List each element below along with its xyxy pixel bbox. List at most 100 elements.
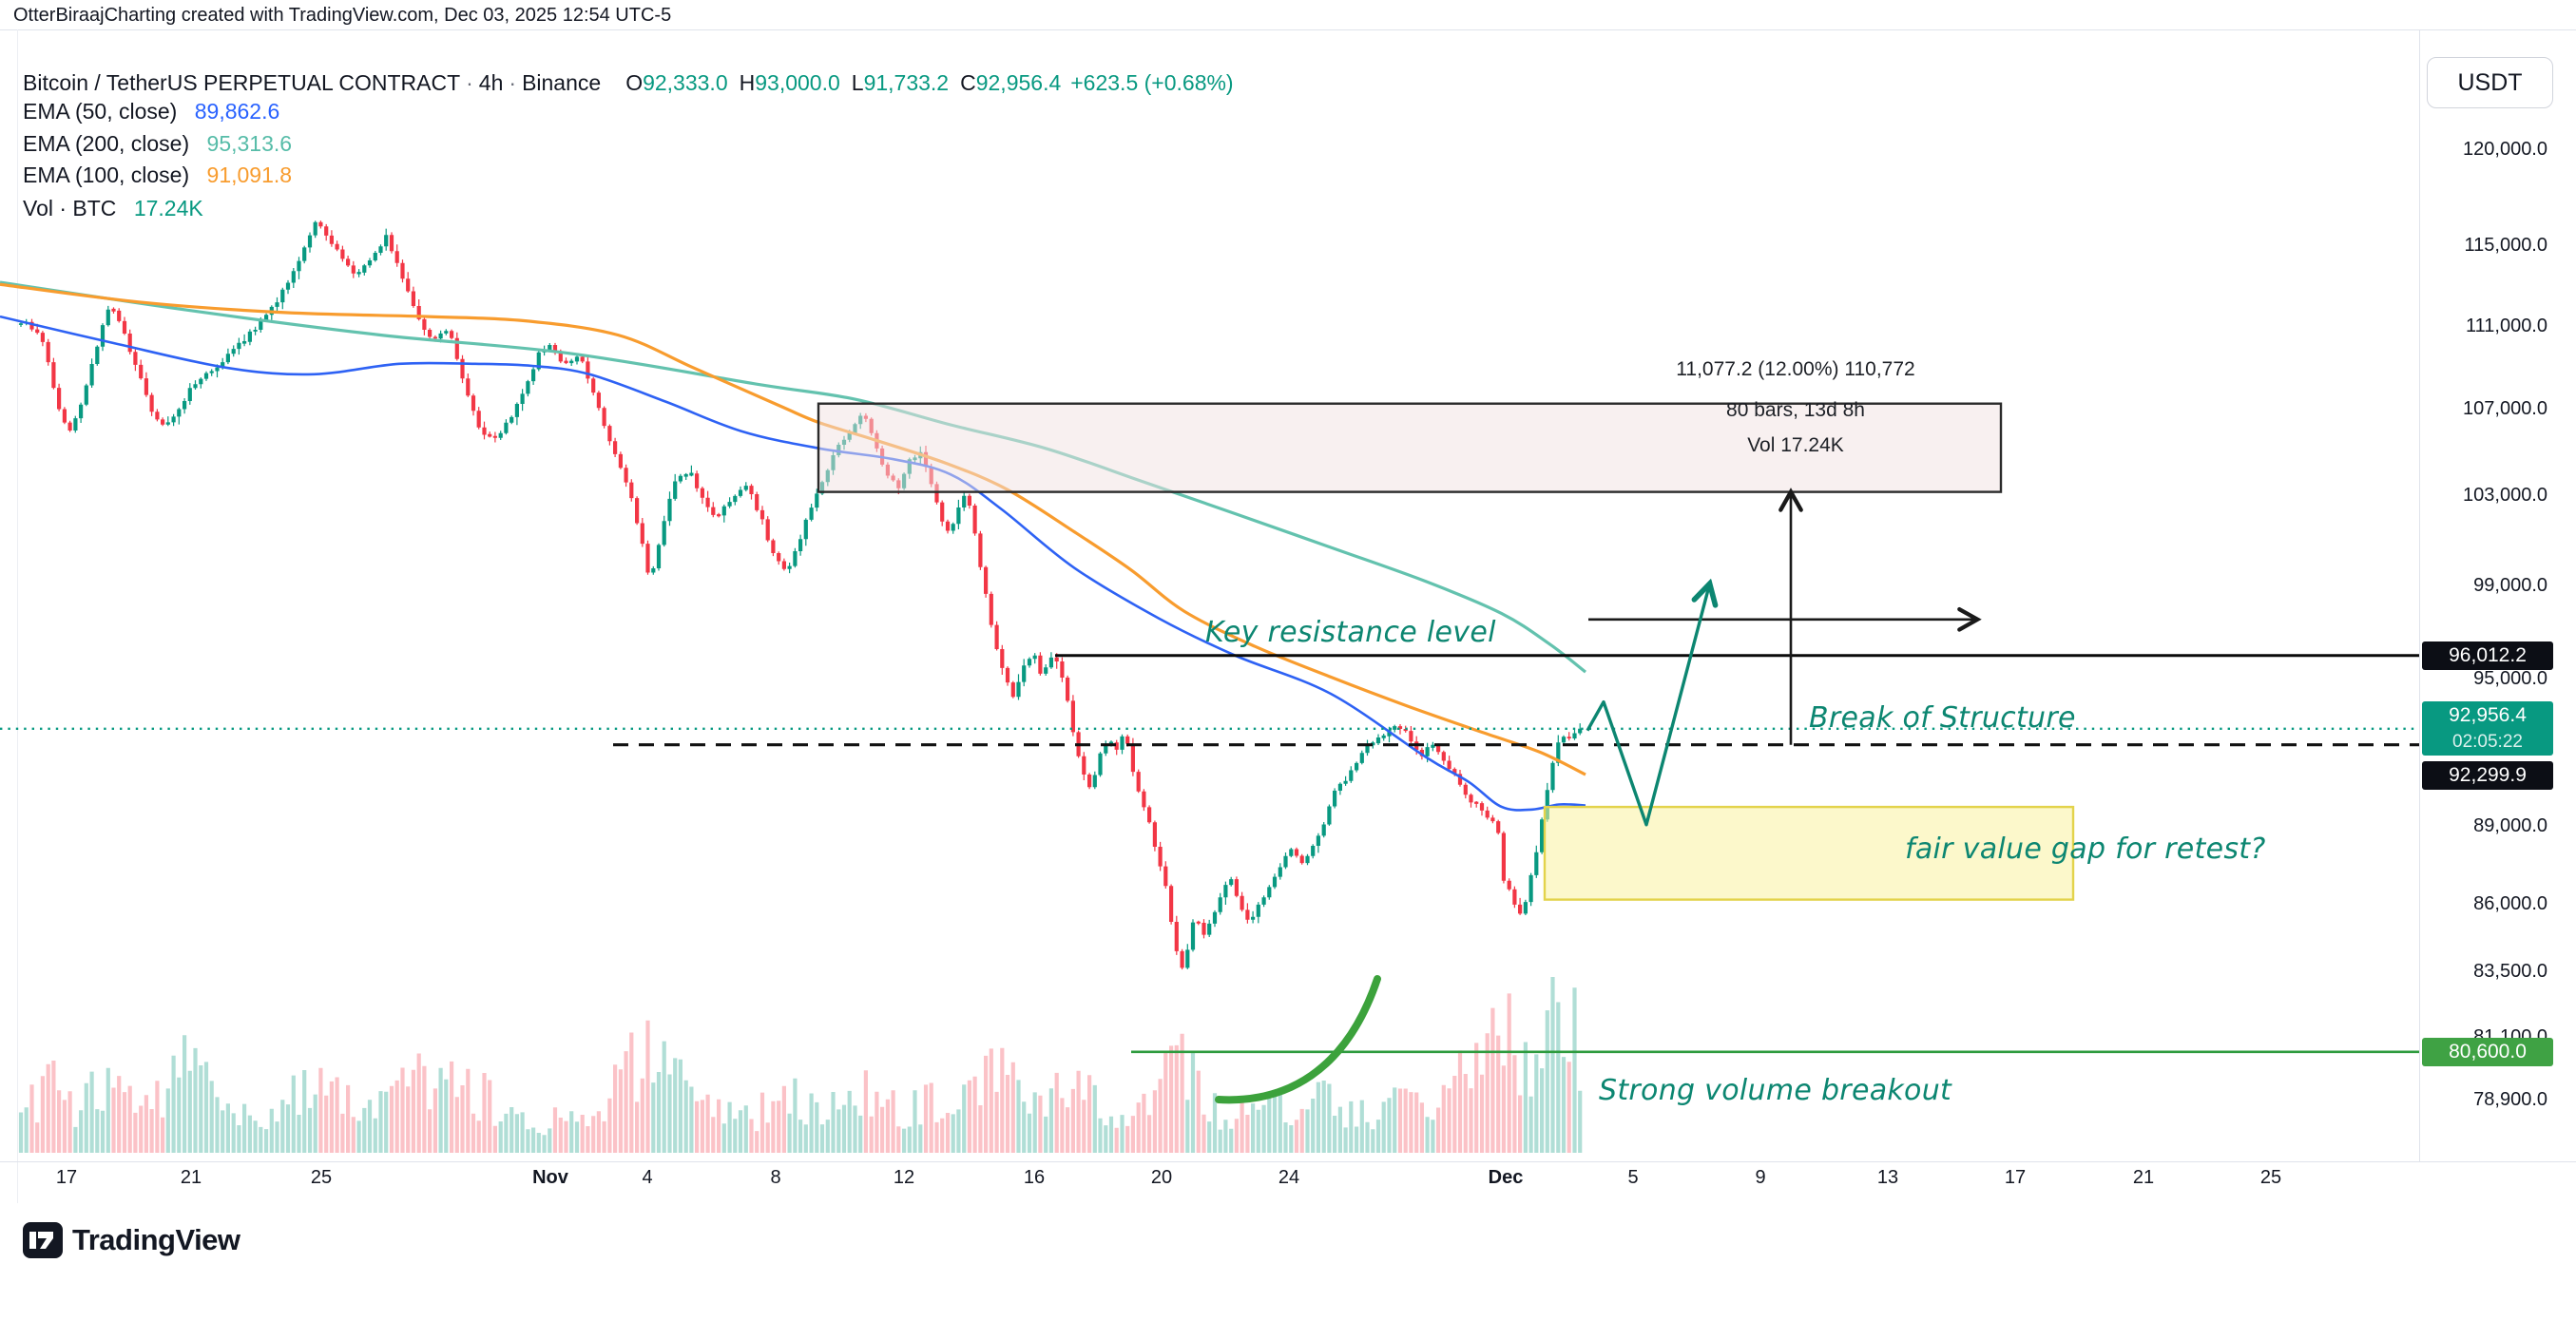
close-value: 92,956.4 bbox=[975, 70, 1062, 95]
close-letter: C bbox=[960, 70, 976, 95]
time-tick-25-2389[interactable]: 25 bbox=[2259, 1167, 2282, 1188]
symbol-title-row[interactable]: Bitcoin / TetherUS PERPETUAL CONTRACT · 4h… bbox=[23, 70, 1234, 96]
price-label-value: 92,299.9 bbox=[2449, 764, 2527, 786]
legend-ema50-row[interactable]: EMA (50, close) 89,862.6 bbox=[23, 99, 279, 124]
drawing-boxes[interactable] bbox=[817, 402, 2075, 901]
volume-value: 17.24K bbox=[133, 196, 203, 220]
time-tick-20-1222[interactable]: 20 bbox=[1150, 1167, 1173, 1188]
price-tick-99000[interactable]: 99,000.0 bbox=[2473, 574, 2547, 596]
tradingview-logo[interactable]: TradingView bbox=[23, 1222, 240, 1258]
annotation-strong-volume: Strong volume breakout bbox=[1599, 1074, 1952, 1107]
price-label-value: 80,600.0 bbox=[2449, 1040, 2527, 1063]
retest-zigzag-arrow[interactable] bbox=[1586, 586, 1709, 827]
drawing-arrows[interactable] bbox=[1215, 488, 1982, 1104]
legend-ema200-row[interactable]: EMA (200, close) 95,313.6 bbox=[23, 131, 292, 157]
tradingview-logo-icon bbox=[23, 1222, 63, 1258]
price-tick-95000[interactable]: 95,000.0 bbox=[2473, 667, 2547, 689]
price-label-value: 96,012.2 bbox=[2449, 643, 2527, 666]
volume-bars bbox=[18, 977, 1583, 1153]
price-tick-107000[interactable]: 107,000.0 bbox=[2463, 398, 2547, 420]
ema100-value: 91,091.8 bbox=[206, 163, 293, 187]
ema-lines bbox=[0, 280, 1586, 812]
price-tick-83500[interactable]: 83,500.0 bbox=[2473, 960, 2547, 982]
ema200-value: 95,313.6 bbox=[206, 131, 293, 156]
candlesticks bbox=[18, 220, 1583, 970]
measure-bars-text: 80 bars, 13d 8h bbox=[1726, 399, 1865, 421]
level-lines[interactable] bbox=[0, 654, 2419, 1054]
down-wicks bbox=[30, 220, 1570, 970]
low-letter: L bbox=[851, 70, 864, 95]
attribution-text: OtterBiraajCharting created with Trading… bbox=[13, 5, 672, 26]
time-tick-17-70[interactable]: 17 bbox=[55, 1167, 78, 1188]
exchange-label: Binance bbox=[522, 70, 602, 95]
high-letter: H bbox=[739, 70, 756, 95]
down-bodies bbox=[29, 221, 1571, 968]
ema50-label: EMA (50, close) bbox=[23, 99, 178, 124]
price-label-countdown: 02:05:22 bbox=[2452, 732, 2523, 753]
annotation-fair-value-gap: fair value gap for retest? bbox=[1905, 833, 2266, 866]
time-tick-17-2120[interactable]: 17 bbox=[2004, 1167, 2027, 1188]
tradingview-logo-text: TradingView bbox=[72, 1223, 240, 1256]
ema200-label: EMA (200, close) bbox=[23, 131, 190, 156]
annotation-break-of-structure: Break of Structure bbox=[1809, 701, 2076, 735]
volume-down-bars bbox=[29, 993, 1571, 1153]
legend-ema100-row[interactable]: EMA (100, close) 91,091.8 bbox=[23, 163, 292, 188]
ohlc-values: O92,333.0 H93,000.0 L91,733.2 C92,956.4 +623… bbox=[614, 70, 1233, 95]
time-axis-separator bbox=[0, 1161, 2576, 1162]
fvg_box[interactable] bbox=[1543, 805, 2075, 901]
change-value: +623.5 (+0.68%) bbox=[1070, 70, 1234, 95]
interval-label[interactable]: 4h bbox=[478, 70, 504, 95]
price-tick-89000[interactable]: 89,000.0 bbox=[2473, 815, 2547, 837]
time-tick-21-201[interactable]: 21 bbox=[180, 1167, 202, 1188]
volume-up-bars bbox=[18, 977, 1583, 1153]
time-tick-12-951[interactable]: 12 bbox=[893, 1167, 915, 1188]
time-tick-24-1356[interactable]: 24 bbox=[1278, 1167, 1300, 1188]
price-tick-103000[interactable]: 103,000.0 bbox=[2463, 485, 2547, 507]
price-tick-120000[interactable]: 120,000.0 bbox=[2463, 139, 2547, 160]
measure-range-text: 11,077.2 (12.00%) 110,772 bbox=[1676, 358, 1915, 380]
price-axis-separator bbox=[2419, 29, 2420, 1161]
title-separator-dot: · bbox=[466, 70, 473, 95]
ema100-line bbox=[0, 282, 1586, 776]
price-label-teal-92956.4: 92,956.4 02:05:22 bbox=[2422, 701, 2553, 756]
time-tick-Dec-1584[interactable]: Dec bbox=[1488, 1167, 1524, 1188]
price-tick-111000[interactable]: 111,000.0 bbox=[2465, 315, 2547, 336]
price-tick-78900[interactable]: 78,900.0 bbox=[2473, 1088, 2547, 1110]
time-tick-5-1718[interactable]: 5 bbox=[1627, 1167, 1639, 1188]
chart-left-border bbox=[17, 29, 18, 1203]
price-tick-115000[interactable]: 115,000.0 bbox=[2464, 235, 2548, 257]
title-separator-dot2: · bbox=[509, 70, 517, 95]
measure-volume-text: Vol 17.24K bbox=[1747, 434, 1844, 456]
price-label-green-80600: 80,600.0 bbox=[2422, 1037, 2553, 1066]
time-tick-25-338[interactable]: 25 bbox=[310, 1167, 333, 1188]
up-wicks bbox=[20, 220, 1581, 969]
time-tick-21-2255[interactable]: 21 bbox=[2132, 1167, 2155, 1188]
measure_box[interactable] bbox=[817, 402, 2003, 493]
time-tick-8-816[interactable]: 8 bbox=[770, 1167, 781, 1188]
up-bodies bbox=[18, 221, 1583, 968]
time-tick-9-1852[interactable]: 9 bbox=[1755, 1167, 1766, 1188]
time-tick-16-1088[interactable]: 16 bbox=[1023, 1167, 1046, 1188]
currency-unit-button[interactable]: USDT bbox=[2427, 57, 2553, 108]
volume-label: Vol · BTC bbox=[23, 196, 117, 220]
price-label-black-96012.2: 96,012.2 bbox=[2422, 641, 2553, 670]
chart-top-border bbox=[0, 29, 2576, 30]
time-tick-13-1986[interactable]: 13 bbox=[1876, 1167, 1899, 1188]
price-tick-86000[interactable]: 86,000.0 bbox=[2473, 893, 2547, 915]
price-label-black-92299.9: 92,299.9 bbox=[2422, 761, 2553, 790]
high-value: 93,000.0 bbox=[755, 70, 840, 95]
low-value: 91,733.2 bbox=[863, 70, 950, 95]
annotation-key-resistance: Key resistance level bbox=[1205, 616, 1496, 649]
ema50-value: 89,862.6 bbox=[194, 99, 280, 124]
price-label-value: 92,956.4 bbox=[2449, 704, 2527, 727]
open-letter: O bbox=[625, 70, 644, 95]
time-tick-Nov-579[interactable]: Nov bbox=[532, 1167, 568, 1188]
volume-breakout-curve[interactable] bbox=[1215, 975, 1381, 1104]
symbol-name[interactable]: Bitcoin / TetherUS PERPETUAL CONTRACT bbox=[23, 70, 461, 95]
time-tick-4-681[interactable]: 4 bbox=[642, 1167, 653, 1188]
legend-volume-row[interactable]: Vol · BTC 17.24K bbox=[23, 196, 203, 221]
ema100-label: EMA (100, close) bbox=[23, 163, 190, 187]
open-value: 92,333.0 bbox=[643, 70, 728, 95]
